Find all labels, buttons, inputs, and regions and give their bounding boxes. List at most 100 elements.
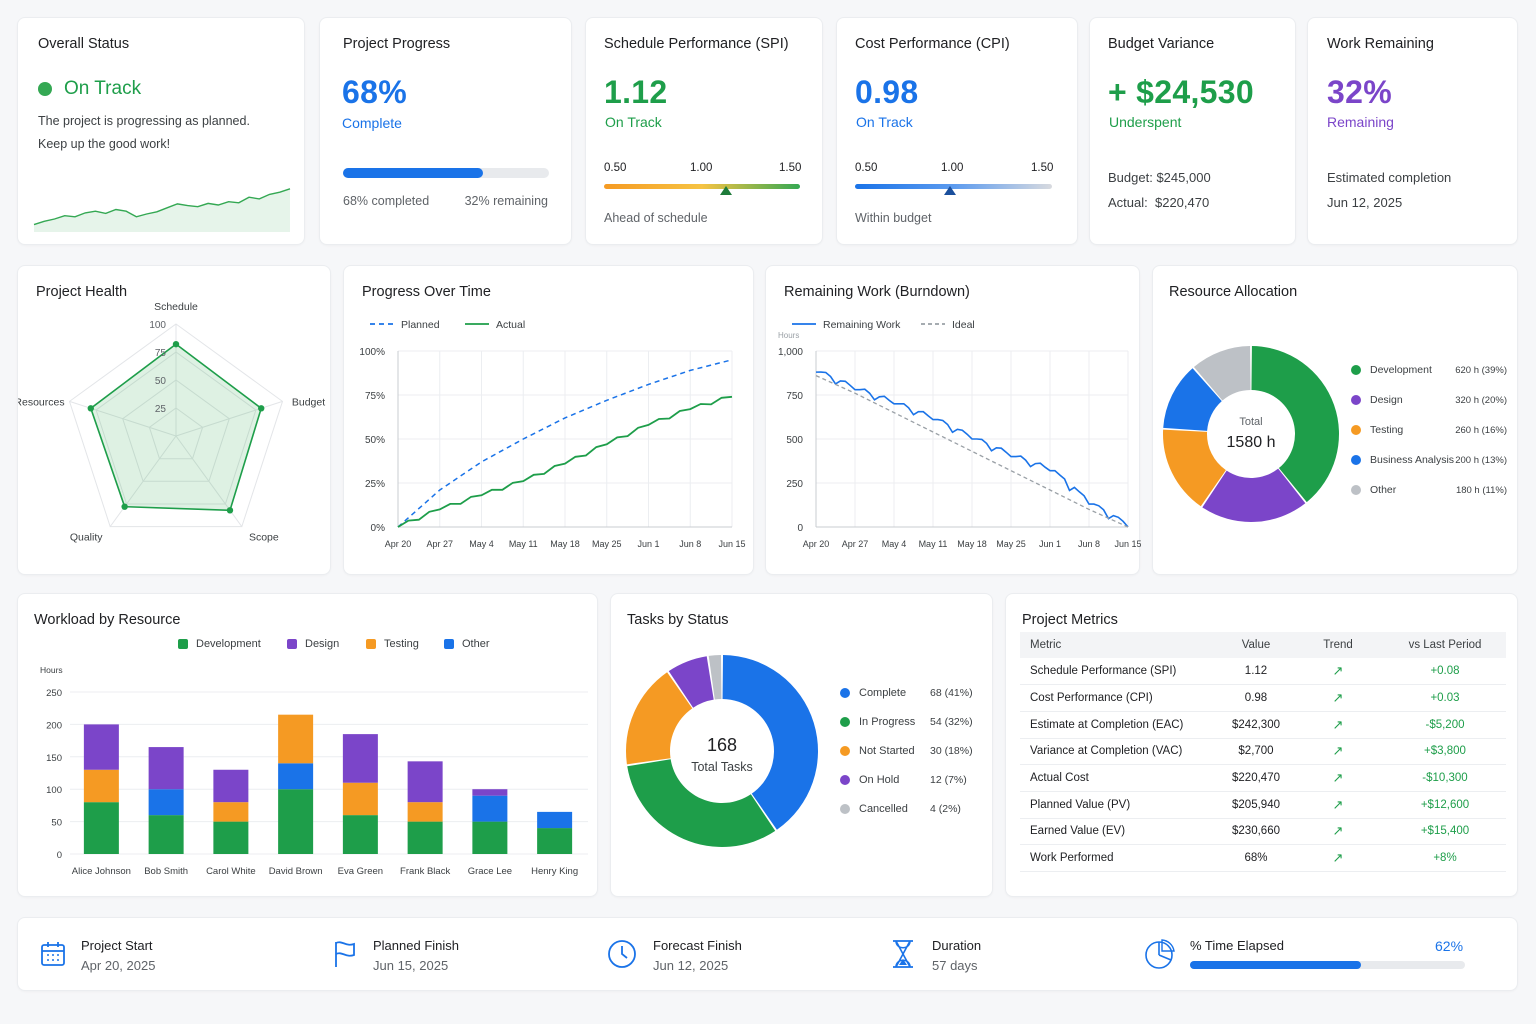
progress-bar-fill (343, 168, 484, 178)
bar-segment-design (472, 789, 508, 796)
time-elapsed-label: % Time Elapsed (1190, 938, 1284, 953)
x-tick-label: Jun 15 (718, 539, 745, 549)
bar-segment-other (472, 795, 508, 822)
y-tick-label: 150 (46, 753, 62, 764)
metric-name: Estimate at Completion (EAC) (1020, 711, 1220, 739)
metric-name: Actual Cost (1020, 764, 1220, 792)
trend-up-icon: ↗ (1292, 738, 1384, 766)
card-title: Budget Variance (1108, 36, 1215, 52)
bar-segment-development (148, 815, 184, 854)
burndown-card: Remaining Work (Burndown) 0 250 500 750 1,00… (765, 265, 1141, 575)
legend-swatch (444, 639, 454, 649)
card-title: Remaining Work (Burndown) (784, 284, 970, 300)
y-tick-label: 25% (365, 479, 385, 490)
resource-legend-item: Business Analysis 200 h (13%) (1351, 454, 1507, 466)
legend-dot (840, 688, 850, 698)
radar-axis-label: Scope (249, 532, 279, 544)
metric-name: Schedule Performance (SPI) (1020, 658, 1220, 686)
metric-name: Variance at Completion (VAC) (1020, 738, 1220, 766)
planned-finish-date: Jun 15, 2025 (373, 958, 449, 973)
x-tick-label: Carol White (206, 866, 256, 877)
work-remaining-value: 32% (1327, 74, 1392, 110)
metric-vs-last: -$10,300 (1384, 764, 1506, 792)
cpi-note: Within budget (855, 211, 932, 225)
actual-amount: $220,470 (1154, 195, 1210, 210)
spi-label: On Track (605, 114, 662, 130)
bar-segment-design (213, 769, 249, 803)
metrics-row: Cost Performance (CPI) 0.98 ↗ +0.03 (1020, 684, 1506, 712)
series-line-remaining-work (815, 371, 1129, 528)
work-remaining-card: Work Remaining 32% Remaining Estimated c… (1307, 17, 1518, 245)
x-tick-label: Apr 20 (385, 539, 412, 549)
metrics-row: Estimate at Completion (EAC) $242,300 ↗ -$5… (1020, 711, 1506, 739)
x-tick-label: May 4 (469, 539, 494, 549)
metrics-row: Actual Cost $220,470 ↗ -$10,300 (1020, 764, 1506, 792)
metric-name: Earned Value (EV) (1020, 818, 1220, 846)
y-tick-label: 75% (365, 391, 385, 402)
budget-variance-label: Underspent (1109, 114, 1182, 130)
x-tick-label: David Brown (269, 866, 323, 877)
radar-point (172, 340, 180, 348)
card-title: Resource Allocation (1169, 284, 1298, 300)
resource-legend-item: Development 620 h (39%) (1351, 364, 1507, 376)
legend-dot (840, 717, 850, 727)
forecast-finish-label: Forecast Finish (653, 938, 742, 953)
health-radar-chart: 25 50 75 100 Schedule Budget Scope Quality Resou… (18, 301, 325, 544)
header-value: Value (1220, 632, 1292, 658)
status-indicator: On Track (38, 78, 141, 100)
donut-slice-development (1251, 346, 1339, 503)
metric-vs-last: +0.03 (1384, 684, 1506, 712)
legend-value: 200 h (13%) (1455, 454, 1507, 466)
legend-label: Testing (1370, 424, 1404, 436)
metric-value: $230,660 (1220, 818, 1292, 846)
legend-label: Remaining Work (823, 319, 901, 331)
y-tick-label: 100% (359, 347, 385, 358)
legend-value: 30 (18%) (930, 745, 973, 757)
metric-vs-last: +$15,400 (1384, 818, 1506, 846)
spi-tick-max: 1.50 (779, 162, 802, 174)
card-title: Project Metrics (1022, 612, 1118, 628)
x-tick-label: Jun 15 (1114, 539, 1141, 549)
budget-row: Budget: $245,000 (1108, 170, 1211, 185)
x-tick-label: May 25 (996, 539, 1026, 549)
cpi-tick-min: 0.50 (855, 162, 878, 174)
legend-dot (1351, 455, 1361, 465)
radar-axis-label: Schedule (154, 301, 198, 313)
radar-tick-label: 100 (149, 320, 166, 331)
legend-label: Ideal (952, 319, 975, 331)
est-completion-date: Jun 12, 2025 (1327, 195, 1403, 210)
y-tick-label: 500 (786, 435, 803, 446)
bar-segment-testing (278, 714, 314, 764)
progress-label: Complete (342, 115, 402, 131)
bar-segment-development (537, 828, 573, 854)
legend-dot (1351, 425, 1361, 435)
series-line-actual (397, 395, 733, 528)
spi-value: 1.12 (604, 74, 668, 110)
duration-value: 57 days (932, 958, 978, 973)
radar-grid-ring (148, 407, 204, 460)
progress-value: 68% (342, 74, 407, 110)
legend-swatch (366, 639, 376, 649)
duration-label: Duration (932, 938, 982, 953)
workload-bar-chart: Hours 0 50 100 150 200 250 Alice Johnson Bob Smi… (40, 665, 588, 877)
legend-label: Development (196, 638, 261, 650)
legend-dot (840, 775, 850, 785)
x-tick-label: Apr 27 (842, 539, 869, 549)
y-tick-label: 0% (371, 523, 386, 534)
resource-donut-chart (1163, 346, 1339, 522)
legend-label: Actual (496, 319, 525, 331)
metric-name: Cost Performance (CPI) (1020, 684, 1220, 712)
card-title: Schedule Performance (SPI) (604, 36, 789, 52)
resource-allocation-card: Resource Allocation Total 1580 h Develop… (1152, 265, 1518, 575)
actual-label: Actual: (1108, 195, 1148, 210)
workload-legend-item: Design (287, 638, 339, 650)
resource-legend-item: Testing 260 h (16%) (1351, 424, 1507, 436)
project-progress-card: Project Progress 68% Complete 68% comple… (319, 17, 572, 245)
forecast-finish-date: Jun 12, 2025 (653, 958, 729, 973)
x-tick-label: Grace Lee (468, 866, 512, 877)
cpi-gauge-marker (943, 186, 956, 195)
legend-label: Design (305, 638, 340, 650)
budget-label: Budget: (1108, 170, 1153, 185)
metric-value: $205,940 (1220, 791, 1292, 819)
metric-vs-last: +$3,800 (1384, 738, 1506, 766)
